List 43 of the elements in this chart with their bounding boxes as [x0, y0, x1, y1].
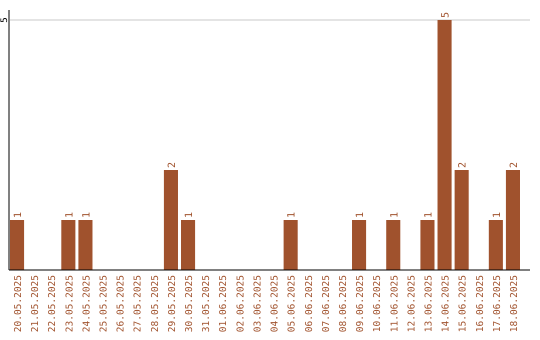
x-tick-label: 28.05.2025 [150, 275, 161, 332]
data-label: 1 [355, 212, 366, 218]
data-label: 5 [440, 12, 452, 18]
x-tick-label: 21.05.2025 [30, 275, 42, 332]
x-tick-label: 03.06.2025 [252, 275, 264, 332]
x-tick-label: 02.06.2025 [235, 275, 246, 332]
x-tick-label: 16.06.2025 [474, 275, 486, 332]
x-tick-label: 24.05.2025 [81, 275, 92, 332]
x-tick-label: 14.06.2025 [440, 275, 452, 332]
x-tick-label: 15.06.2025 [458, 275, 469, 332]
x-tick-label: 08.06.2025 [338, 275, 349, 332]
x-tick-label: 31.05.2025 [201, 275, 212, 332]
x-tick-label: 01.06.2025 [218, 275, 230, 332]
data-label: 1 [423, 212, 434, 218]
x-tick-label: 09.06.2025 [355, 275, 366, 332]
data-label: 1 [286, 212, 298, 218]
x-tick-label: 11.06.2025 [389, 275, 400, 332]
data-label: 1 [389, 212, 400, 218]
x-tick-label: 17.06.2025 [492, 275, 503, 332]
x-tick-label: 12.06.2025 [406, 275, 418, 332]
x-tick-label: 20.05.2025 [13, 275, 24, 332]
data-label: 2 [508, 162, 520, 168]
x-tick-label: 04.06.2025 [270, 275, 281, 332]
x-tick-label: 27.05.2025 [132, 275, 144, 332]
x-tick-label: 30.05.2025 [184, 275, 196, 332]
data-label: 1 [81, 212, 92, 218]
x-tick-label: 18.06.2025 [508, 275, 520, 332]
data-label: 1 [13, 212, 24, 218]
data-label: 1 [64, 212, 76, 218]
data-label: 1 [492, 212, 503, 218]
x-tick-label: 22.05.2025 [47, 275, 58, 332]
x-tick-label: 07.06.2025 [320, 275, 332, 332]
x-tick-label: 29.05.2025 [166, 275, 178, 332]
x-tick-label: 05.06.2025 [286, 275, 298, 332]
data-label: 1 [184, 212, 196, 218]
x-tick-label: 10.06.2025 [372, 275, 384, 332]
data-label: 2 [458, 162, 469, 168]
x-tick-label: 23.05.2025 [64, 275, 76, 332]
x-tick-label: 25.05.2025 [98, 275, 110, 332]
data-label: 2 [166, 162, 178, 168]
x-tick-label: 26.05.2025 [116, 275, 127, 332]
x-tick-label: 06.06.2025 [304, 275, 315, 332]
x-tick-label: 13.06.2025 [423, 275, 434, 332]
